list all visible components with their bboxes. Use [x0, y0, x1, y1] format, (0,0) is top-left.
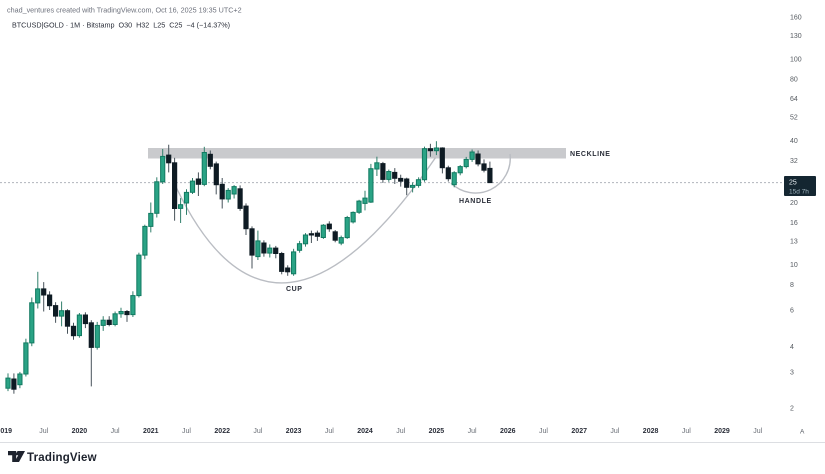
- svg-text:2020: 2020: [72, 428, 88, 435]
- svg-text:80: 80: [790, 76, 798, 83]
- svg-text:20: 20: [790, 200, 798, 207]
- svg-text:160: 160: [790, 14, 802, 21]
- svg-text:32: 32: [790, 158, 798, 165]
- svg-text:2023: 2023: [286, 428, 302, 435]
- svg-text:Jul: Jul: [39, 428, 48, 435]
- svg-text:Jul: Jul: [468, 428, 477, 435]
- svg-text:Jul: Jul: [753, 428, 762, 435]
- svg-text:2028: 2028: [643, 428, 659, 435]
- svg-text:CUP: CUP: [286, 286, 303, 293]
- svg-text:40: 40: [790, 138, 798, 145]
- svg-text:10: 10: [790, 262, 798, 269]
- svg-text:Jul: Jul: [325, 428, 334, 435]
- svg-text:64: 64: [790, 96, 798, 103]
- svg-text:2022: 2022: [214, 428, 230, 435]
- svg-text:100: 100: [790, 56, 802, 63]
- svg-text:2024: 2024: [357, 428, 373, 435]
- svg-text:16: 16: [790, 220, 798, 227]
- svg-text:Jul: Jul: [182, 428, 191, 435]
- svg-text:4: 4: [790, 344, 794, 351]
- svg-text:15d 7h: 15d 7h: [789, 189, 809, 196]
- svg-text:6: 6: [790, 308, 794, 315]
- svg-text:A: A: [800, 429, 805, 436]
- svg-text:2027: 2027: [571, 428, 587, 435]
- svg-text:2021: 2021: [143, 428, 159, 435]
- svg-text:130: 130: [790, 33, 802, 40]
- svg-text:2026: 2026: [500, 428, 516, 435]
- svg-text:2029: 2029: [714, 428, 730, 435]
- svg-text:Jul: Jul: [111, 428, 120, 435]
- svg-text:8: 8: [790, 282, 794, 289]
- svg-text:TradingView: TradingView: [27, 452, 97, 464]
- svg-text:Jul: Jul: [682, 428, 691, 435]
- svg-text:chad_ventures created with Tra: chad_ventures created with TradingView.c…: [7, 6, 242, 15]
- svg-text:BTCUSD|GOLD · 1M · Bitstamp O: BTCUSD|GOLD · 1M · Bitstamp O30 H32 L25 …: [12, 21, 230, 30]
- svg-text:Jul: Jul: [253, 428, 262, 435]
- svg-text:Jul: Jul: [610, 428, 619, 435]
- svg-text:2: 2: [790, 406, 794, 413]
- svg-text:13: 13: [790, 239, 798, 246]
- svg-text:3: 3: [790, 370, 794, 377]
- svg-text:Jul: Jul: [396, 428, 405, 435]
- svg-text:NECKLINE: NECKLINE: [570, 151, 611, 158]
- svg-text:HANDLE: HANDLE: [459, 198, 492, 205]
- svg-text:52: 52: [790, 115, 798, 122]
- svg-text:25: 25: [789, 180, 797, 187]
- svg-text:2019: 2019: [0, 428, 12, 435]
- svg-text:Jul: Jul: [539, 428, 548, 435]
- svg-text:2025: 2025: [429, 428, 445, 435]
